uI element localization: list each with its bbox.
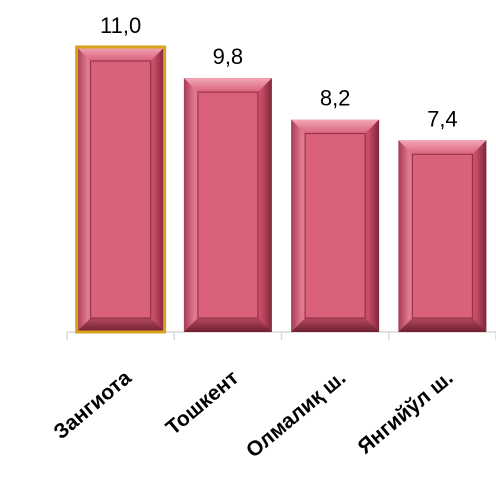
bar (398, 140, 487, 332)
bar-value-label: 8,2 (320, 86, 351, 111)
bar-face (90, 60, 152, 319)
bar-bevel-top (291, 119, 380, 134)
bar-face (411, 153, 473, 319)
bar (183, 78, 272, 332)
x-tick-label: Янгийўл ш. (354, 366, 458, 459)
bar-value-label: 11,0 (100, 13, 141, 38)
bar (291, 119, 380, 332)
bar-bevel-bottom (183, 318, 272, 332)
bar-value-label: 7,4 (427, 106, 458, 131)
bar-face (304, 133, 366, 319)
bar-bevel-top (183, 78, 272, 93)
bar-bevel-top (76, 47, 165, 61)
x-tick-label: Зангиота (49, 366, 136, 444)
bar-bevel-bottom (398, 318, 487, 332)
bar-outline (75, 45, 167, 334)
bar-bevel-top (398, 140, 487, 155)
value-labels-group: 11,0 9,8 8,2 7,4 (100, 13, 458, 131)
x-tick-label: Тошкент (162, 366, 243, 440)
bar-face (197, 91, 259, 319)
x-tick-label: Олмалиқ ш. (242, 366, 350, 462)
bar (75, 45, 167, 334)
bar-bevel-bottom (291, 318, 380, 332)
bars-group (75, 45, 487, 334)
bar-bevel-bottom (76, 318, 165, 332)
bar-value-label: 9,8 (213, 44, 244, 69)
